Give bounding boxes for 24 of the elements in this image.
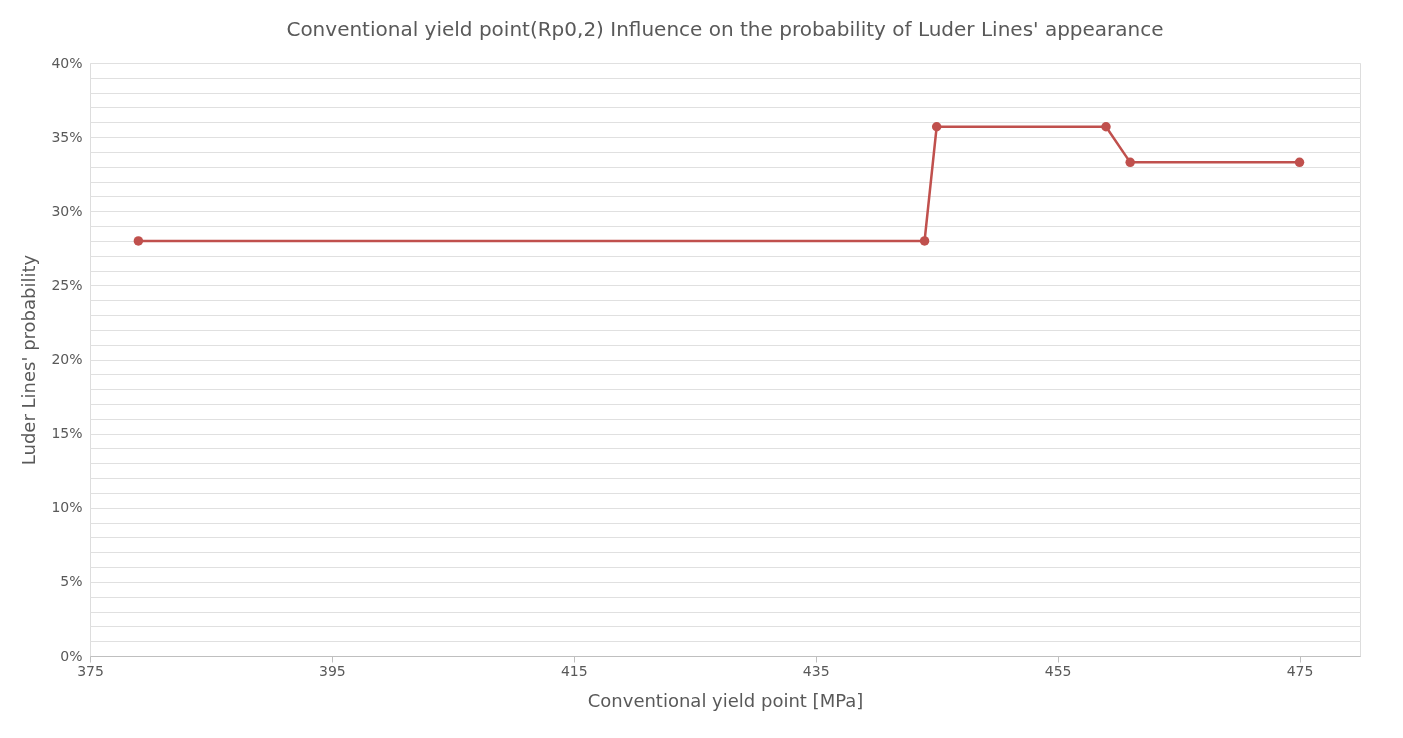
x-tick-label: 475 (1286, 662, 1314, 679)
point (1125, 157, 1135, 168)
x-tick-label: 375 (77, 662, 104, 679)
chart-title: Conventional yield point(Rp0,2) Influence on the probability of Luder Lines' appearance (286, 17, 1164, 41)
x-tick-label: 415 (560, 662, 588, 679)
x-tick-label: 395 (319, 662, 346, 679)
point (1294, 157, 1305, 168)
y-tick-label: 20% (51, 351, 83, 367)
y-tick-label: 30% (51, 202, 83, 219)
point (931, 122, 942, 132)
y-tick-label: 35% (51, 128, 83, 145)
y-axis-title: Luder Lines' probability (18, 254, 40, 466)
x-axis-title: Conventional yield point [MPa] (587, 689, 864, 711)
x-tick-label: 455 (1044, 662, 1072, 679)
y-tick-label: 40% (51, 54, 83, 71)
y-tick-label: 15% (51, 425, 83, 442)
point (1101, 122, 1111, 132)
y-tick-label: 10% (51, 499, 83, 516)
point (133, 236, 144, 246)
y-tick-label: 0% (60, 647, 83, 664)
point (919, 236, 930, 246)
x-tick-label: 435 (802, 662, 830, 679)
y-tick-label: 5% (60, 573, 83, 590)
y-tick-label: 25% (51, 276, 83, 293)
